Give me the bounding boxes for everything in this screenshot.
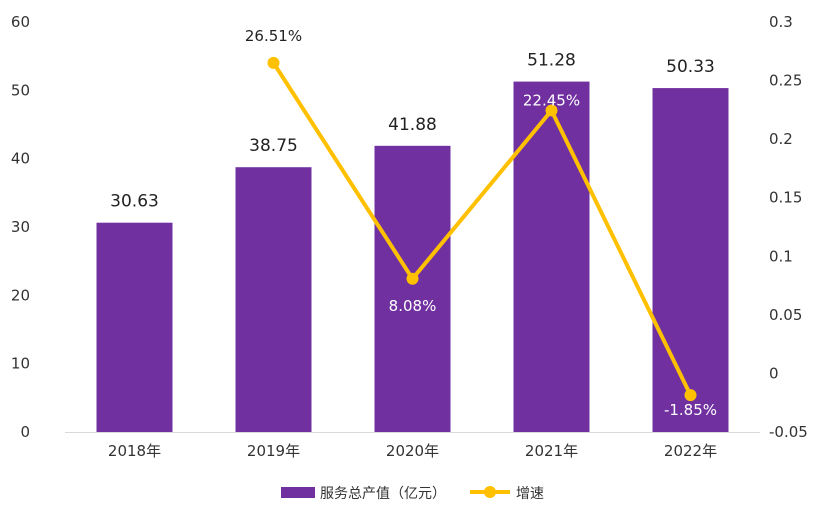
- legend-bar-swatch: [281, 487, 315, 498]
- legend-line-label: 增速: [516, 486, 544, 502]
- y-right-tick-label: 0: [769, 364, 779, 382]
- bar-value-label: 51.28: [527, 51, 576, 71]
- growth-point: [684, 389, 697, 402]
- y-right-tick-label: 0.15: [769, 189, 802, 207]
- y-left-tick-label: 50: [11, 81, 30, 99]
- y-right-tick-label: 0.3: [769, 13, 793, 31]
- bar-2018年: [96, 222, 173, 432]
- bar-value-label: 50.33: [666, 57, 715, 77]
- bar-value-label: 38.75: [249, 136, 298, 156]
- growth-point: [267, 56, 280, 69]
- y-right-tick-label: 0.1: [769, 247, 793, 265]
- x-tick-label: 2019年: [247, 442, 300, 460]
- growth-value-label: 22.45%: [523, 91, 580, 109]
- bar-2019年: [235, 167, 312, 433]
- y-left-tick-label: 30: [11, 218, 30, 236]
- x-tick-label: 2020年: [386, 442, 439, 460]
- y-right-tick-label: 0.05: [769, 306, 802, 324]
- x-tick-label: 2021年: [525, 442, 578, 460]
- bar-2021年: [513, 81, 590, 432]
- y-right-tick-label: 0.2: [769, 130, 793, 148]
- bar-2022年: [652, 88, 729, 432]
- bar-2020年: [374, 145, 451, 432]
- x-tick-label: 2018年: [108, 442, 161, 460]
- y-left-tick-label: 40: [11, 150, 30, 168]
- growth-value-label: -1.85%: [664, 401, 717, 419]
- legend-bar-label: 服务总产值（亿元）: [320, 486, 446, 502]
- bar-value-label: 30.63: [110, 192, 159, 212]
- growth-point: [545, 104, 558, 117]
- x-tick-label: 2022年: [664, 442, 717, 460]
- y-right-tick-label: 0.25: [769, 72, 802, 90]
- growth-line: [271, 61, 693, 396]
- growth-value-label: 26.51%: [245, 27, 302, 45]
- legend-line-marker: [484, 486, 496, 498]
- growth-point: [406, 272, 419, 285]
- y-left-tick-label: 0: [20, 423, 30, 441]
- y-left-tick-label: 10: [11, 355, 30, 373]
- growth-value-label: 8.08%: [389, 297, 437, 315]
- y-left-tick-label: 20: [11, 286, 30, 304]
- bar-value-label: 41.88: [388, 115, 437, 135]
- y-left-tick-label: 60: [11, 13, 30, 31]
- y-right-tick-label: -0.05: [769, 423, 808, 441]
